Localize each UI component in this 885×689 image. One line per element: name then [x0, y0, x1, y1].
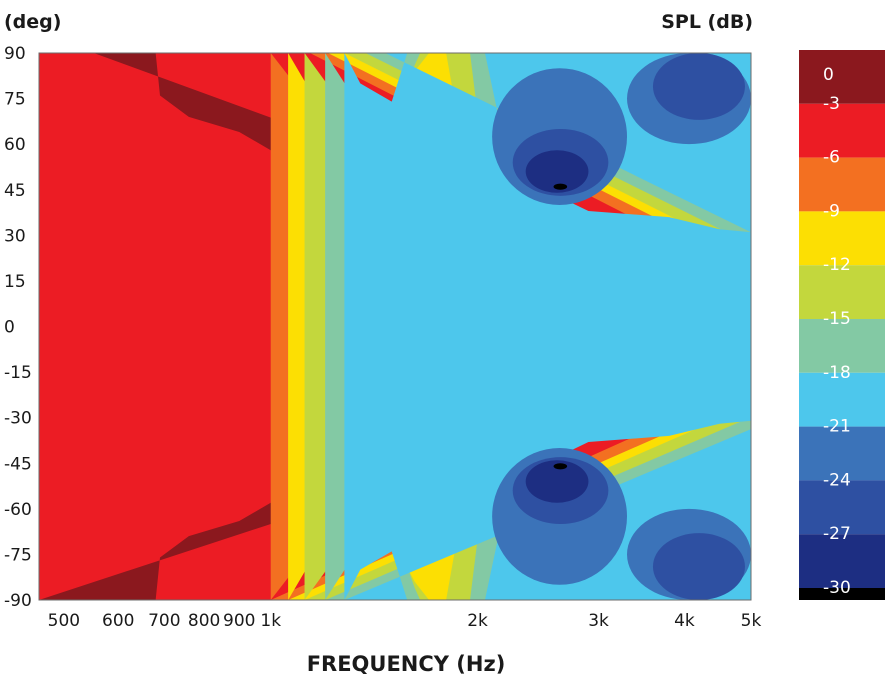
plot-frame	[38, 52, 752, 601]
y-tick-label: -60	[4, 500, 32, 520]
colorbar-tick-label: -9	[823, 201, 840, 221]
x-tick-label: 600	[102, 611, 134, 631]
colorbar-swatch	[799, 103, 885, 158]
y-tick-label: -15	[4, 363, 32, 383]
minimum-region-level-24	[652, 533, 745, 600]
minimum-region-level-30	[553, 463, 568, 470]
y-tick-label: 30	[4, 226, 26, 246]
x-tick-label: 3k	[588, 611, 609, 631]
region-level-18	[344, 53, 751, 600]
y-tick-label: -75	[4, 545, 32, 565]
colorbar-swatch	[799, 426, 885, 481]
x-tick-label: 4k	[674, 611, 695, 631]
y-tick-label: 60	[4, 135, 26, 155]
minimum-region-level-27	[525, 150, 589, 193]
x-tick-label: 1k	[260, 611, 281, 631]
y-tick-label: 45	[4, 181, 26, 201]
y-axis-ticks: 90 75 60 45 30 15 0 -15 -30 -45 -60 -75 -90	[4, 44, 32, 611]
colorbar-swatch	[799, 372, 885, 427]
colorbar-swatch	[799, 480, 885, 535]
y-tick-label: 75	[4, 90, 26, 110]
colorbar-swatch	[799, 319, 885, 373]
x-axis-ticks: 500 600 700 800 900 1k 2k 3k 4k 5k	[48, 611, 762, 631]
y-tick-label: -30	[4, 409, 32, 429]
minimum-region-level-27	[525, 460, 589, 503]
colorbar-tick-label: -18	[823, 363, 851, 383]
y-tick-label: -45	[4, 454, 32, 474]
colorbar-tick-label: -21	[823, 417, 851, 437]
colorbar-tick-label: 0	[823, 65, 834, 85]
colorbar-tick-label: -6	[823, 148, 840, 168]
colorbar-swatch	[799, 265, 885, 319]
colorbar-swatch	[799, 157, 885, 212]
colorbar-tick-label: -3	[823, 94, 840, 114]
y-tick-label: 15	[4, 272, 26, 292]
colorbar-tick-label: -15	[823, 309, 851, 329]
heatmap-plot-area	[39, 53, 751, 600]
y-tick-label: 90	[4, 44, 26, 64]
x-tick-label: 800	[188, 611, 220, 631]
x-tick-label: 2k	[467, 611, 488, 631]
x-tick-label: 5k	[741, 611, 762, 631]
colorbar-swatch	[799, 588, 885, 600]
x-tick-label: 900	[223, 611, 255, 631]
colorbar-tick-label: -27	[823, 524, 851, 544]
colorbar-tick-label: -24	[823, 470, 851, 490]
y-tick-label: 0	[4, 318, 15, 338]
colorbar: 0 -3 -6 -9 -12 -15 -18 -21 -24 -27 -30	[799, 50, 885, 600]
y-tick-label: -90	[4, 591, 32, 611]
colorbar-title: SPL (dB)	[661, 11, 753, 33]
colorbar-swatch	[799, 50, 885, 104]
minimum-region-level-24	[652, 53, 745, 120]
x-axis-label: FREQUENCY (Hz)	[307, 652, 506, 676]
colorbar-swatch	[799, 534, 885, 588]
x-tick-label: 700	[148, 611, 180, 631]
x-tick-label: 500	[48, 611, 80, 631]
colorbar-swatch	[799, 211, 885, 266]
colorbar-tick-label: -12	[823, 255, 851, 275]
y-axis-unit-label: (deg)	[4, 11, 61, 33]
minimum-region-level-30	[553, 183, 568, 190]
colorbar-tick-label: -30	[823, 578, 851, 598]
